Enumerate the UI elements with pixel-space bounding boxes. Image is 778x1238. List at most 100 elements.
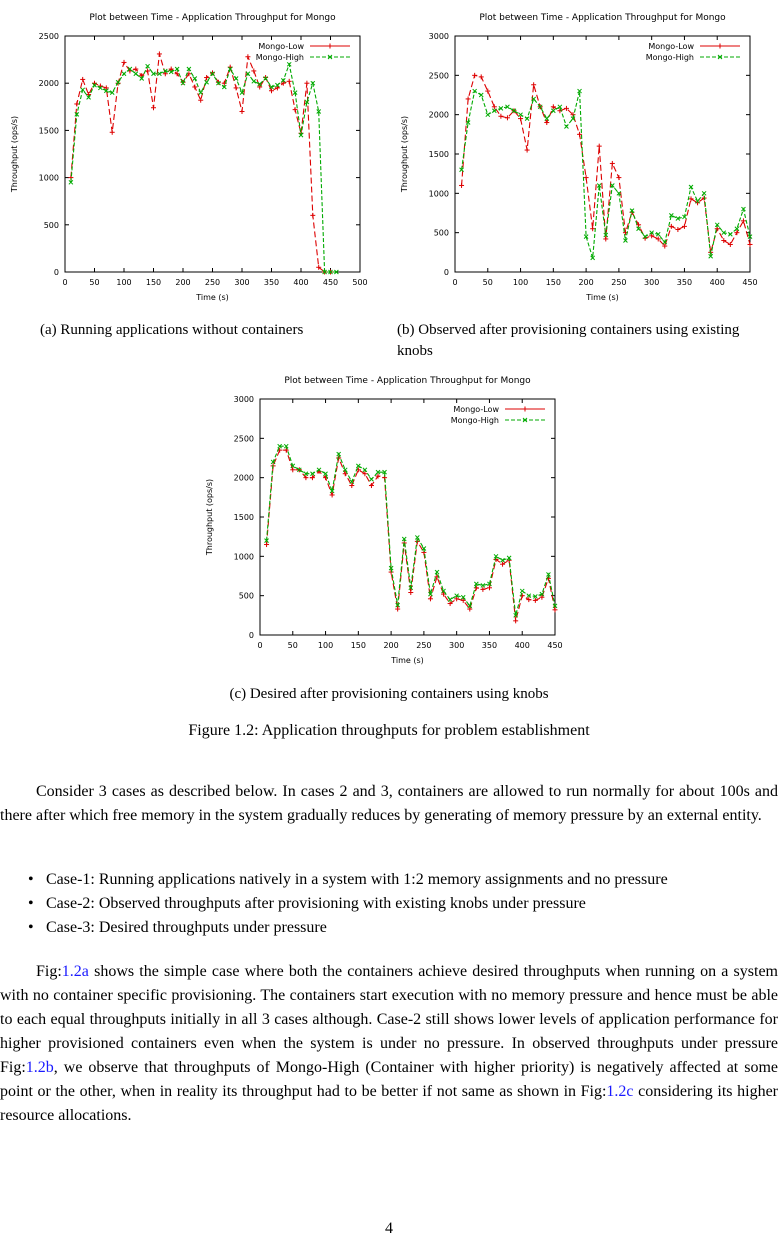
x-axis-label: Time (s) — [390, 656, 424, 665]
data-point — [151, 71, 156, 77]
legend-label: Mongo-High — [451, 416, 499, 425]
data-point — [186, 66, 192, 72]
data-point — [264, 538, 269, 543]
data-point — [139, 76, 145, 81]
figure-ref-c[interactable]: 1.2c — [606, 1083, 634, 1100]
data-point — [441, 591, 447, 597]
data-point — [310, 80, 316, 86]
data-point — [623, 238, 628, 243]
data-point — [583, 175, 589, 181]
data-point — [239, 109, 245, 115]
data-point — [283, 447, 289, 453]
data-point — [210, 71, 215, 77]
legend-label: Mongo-Low — [258, 42, 304, 51]
x-tick-label: 100 — [116, 278, 131, 287]
data-point — [498, 113, 504, 119]
legend-marker — [522, 417, 528, 423]
data-point — [487, 581, 492, 587]
y-tick-label: 1500 — [234, 513, 254, 522]
y-tick-label: 1000 — [234, 552, 254, 561]
data-point — [577, 131, 583, 137]
data-point — [682, 214, 687, 220]
y-tick-label: 2500 — [429, 71, 449, 80]
data-point — [192, 84, 198, 90]
data-point — [583, 234, 589, 239]
x-tick-label: 450 — [742, 278, 757, 287]
text-fragment: shows the simple case where both the con… — [0, 963, 778, 1076]
data-point — [480, 583, 486, 588]
data-point — [121, 71, 127, 77]
data-point — [245, 71, 251, 77]
data-point — [486, 585, 492, 591]
series-line — [266, 449, 556, 621]
data-point — [695, 198, 700, 204]
data-point — [662, 243, 668, 249]
figure-ref-a[interactable]: 1.2a — [61, 963, 89, 980]
data-point — [80, 87, 86, 93]
data-point — [526, 593, 532, 599]
data-point — [121, 59, 127, 65]
data-point — [747, 241, 753, 247]
list-item: Case-1: Running applications natively in… — [28, 868, 668, 892]
data-point — [564, 124, 569, 129]
data-point — [465, 120, 471, 125]
data-point — [336, 455, 342, 461]
x-tick-label: 0 — [62, 278, 67, 287]
data-point — [221, 84, 227, 90]
data-point — [531, 96, 537, 102]
legend-marker — [717, 54, 723, 60]
data-point — [316, 264, 322, 270]
data-point — [408, 585, 414, 591]
data-point — [734, 230, 740, 236]
data-point — [532, 597, 538, 603]
data-point — [283, 443, 289, 449]
data-point — [245, 54, 251, 60]
y-tick-label: 3000 — [429, 32, 449, 41]
x-tick-label: 200 — [175, 278, 190, 287]
data-point — [309, 475, 315, 481]
legend-marker — [327, 54, 333, 60]
x-tick-label: 50 — [288, 641, 298, 650]
data-point — [310, 212, 316, 218]
data-point — [316, 467, 322, 473]
data-point — [168, 66, 174, 72]
data-point — [491, 108, 497, 114]
x-tick-label: 0 — [257, 641, 262, 650]
data-point — [375, 473, 381, 479]
x-tick-label: 50 — [89, 278, 99, 287]
list-item: Case-2: Observed throughputs after provi… — [28, 892, 668, 916]
y-tick-label: 2000 — [234, 474, 254, 483]
x-tick-label: 400 — [293, 278, 308, 287]
chart-title: Plot between Time - Application Throughp… — [479, 13, 726, 23]
data-point — [92, 82, 97, 88]
x-tick-label: 450 — [323, 278, 338, 287]
data-point — [454, 596, 460, 602]
data-point — [68, 179, 74, 185]
data-point — [86, 95, 91, 100]
data-point — [519, 588, 525, 594]
data-point — [681, 223, 687, 229]
data-point — [133, 66, 139, 72]
data-point — [532, 594, 538, 599]
data-point — [459, 167, 464, 173]
page-number: 4 — [385, 1220, 393, 1237]
figure-ref-b[interactable]: 1.2b — [25, 1059, 54, 1076]
y-axis-label: Throughput (ops/s) — [400, 116, 409, 193]
data-point — [603, 232, 609, 238]
data-point — [531, 82, 537, 88]
data-point — [454, 593, 460, 599]
x-tick-label: 200 — [383, 641, 398, 650]
data-point — [649, 233, 655, 239]
data-point — [157, 71, 162, 77]
data-point — [603, 236, 609, 242]
data-point — [688, 196, 694, 202]
x-tick-label: 100 — [318, 641, 333, 650]
data-point — [675, 227, 681, 233]
data-point — [539, 594, 545, 600]
x-tick-label: 300 — [234, 278, 249, 287]
y-tick-label: 0 — [249, 631, 254, 640]
data-point — [688, 184, 694, 190]
data-point — [590, 255, 596, 261]
data-point — [292, 90, 298, 95]
list-item: Case-3: Desired throughputs under pressu… — [28, 916, 668, 940]
